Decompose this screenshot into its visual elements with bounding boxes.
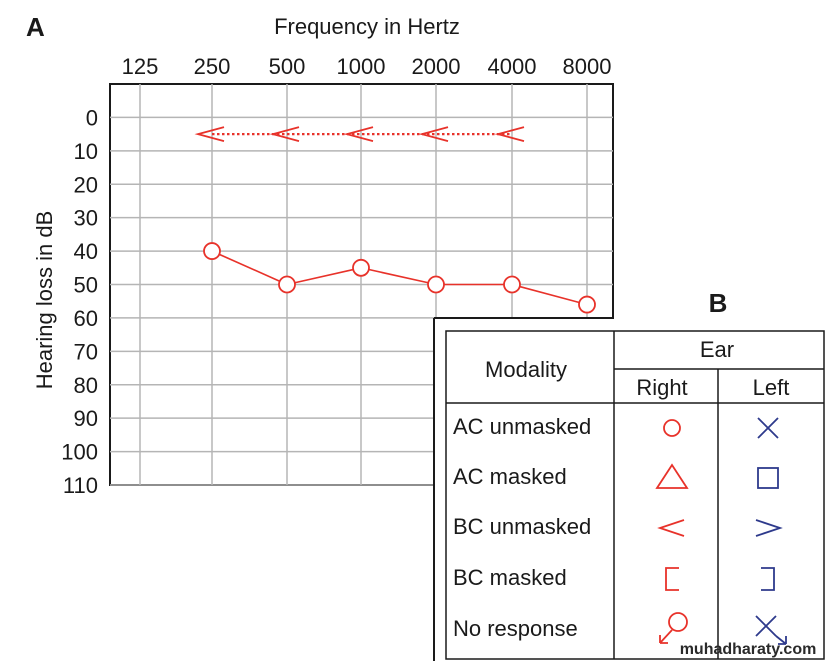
data-point-circle <box>203 242 221 260</box>
data-point-circle <box>427 275 445 294</box>
panel-b-label: B <box>709 288 728 318</box>
panel-a-label: A <box>26 12 45 42</box>
legend-symbol-close-bracket <box>761 567 775 591</box>
legend-symbol-arrow <box>659 629 673 644</box>
legend-row-label: AC unmasked <box>453 414 591 439</box>
legend-symbol-open-bracket <box>665 567 679 591</box>
legend-symbol-circle <box>663 419 681 437</box>
chart-series <box>194 126 596 314</box>
y-tick-label: 0 <box>86 105 98 130</box>
x-tick-labels: 125 250 500 1000 2000 4000 8000 <box>122 54 612 79</box>
x-tick-label: 4000 <box>488 54 537 79</box>
legend-symbol-triangle <box>655 463 689 489</box>
x-tick-label: 8000 <box>563 54 612 79</box>
series-line-segment <box>368 268 429 284</box>
legend-panel: B Modality Ear Right Left AC unmaskedAC … <box>433 288 832 661</box>
x-tick-label: 500 <box>269 54 306 79</box>
legend-symbol-greater-than <box>755 519 783 537</box>
legend-symbol-less-than <box>657 519 685 537</box>
legend-symbol-cross <box>757 417 779 439</box>
legend-rows: AC unmasked AC masked BC unmasked BC masked… <box>453 414 787 645</box>
legend-row-label: BC masked <box>453 565 567 590</box>
y-tick-label: 30 <box>74 206 98 231</box>
legend-header-left: Left <box>753 375 790 400</box>
legend-symbol-circle <box>668 612 688 632</box>
legend-symbol-arrow <box>775 635 787 645</box>
y-tick-label: 90 <box>74 406 98 431</box>
y-tick-label: 10 <box>74 139 98 164</box>
series-line-segment <box>294 268 354 284</box>
legend-panel-background <box>434 318 832 661</box>
legend-header-ear: Ear <box>700 337 734 362</box>
y-tick-label: 20 <box>74 172 98 197</box>
chart-grid <box>109 83 614 486</box>
x-axis-title: Frequency in Hertz <box>274 14 460 39</box>
legend-row-label: BC unmasked <box>453 514 591 539</box>
data-point-less-than <box>343 126 374 142</box>
y-tick-label: 100 <box>61 440 98 465</box>
data-point-circle <box>352 258 370 277</box>
data-point-circle <box>503 275 521 294</box>
y-tick-label: 110 <box>63 473 98 498</box>
watermark-text: muhadharaty.com <box>680 641 817 658</box>
legend-table-frame <box>445 330 825 660</box>
legend-row-label: AC masked <box>453 464 567 489</box>
y-tick-label: 70 <box>74 339 98 364</box>
y-axis-title: Hearing loss in dB <box>32 211 57 390</box>
legend-symbol-cross <box>755 615 777 637</box>
y-tick-label: 50 <box>74 273 98 298</box>
data-point-less-than <box>494 126 525 142</box>
legend-row-label: No response <box>453 616 578 641</box>
data-point-circle <box>578 295 596 314</box>
y-tick-label: 80 <box>74 373 98 398</box>
y-tick-label: 60 <box>74 306 98 331</box>
y-tick-label: 40 <box>74 239 98 264</box>
legend-header-modality: Modality <box>485 357 567 382</box>
data-point-circle <box>278 275 296 294</box>
series-line-segment <box>519 285 580 304</box>
data-point-less-than <box>194 126 225 142</box>
legend-header-right: Right <box>636 375 687 400</box>
data-point-less-than <box>418 126 449 142</box>
x-tick-label: 2000 <box>412 54 461 79</box>
x-tick-label: 125 <box>122 54 159 79</box>
series-line-segment <box>218 253 281 282</box>
data-point-less-than <box>269 126 300 142</box>
x-tick-label: 1000 <box>337 54 386 79</box>
legend-symbol-square <box>757 467 779 489</box>
x-tick-label: 250 <box>194 54 231 79</box>
y-tick-labels: 0 10 20 30 40 50 60 70 80 90 100 110 <box>61 105 98 498</box>
